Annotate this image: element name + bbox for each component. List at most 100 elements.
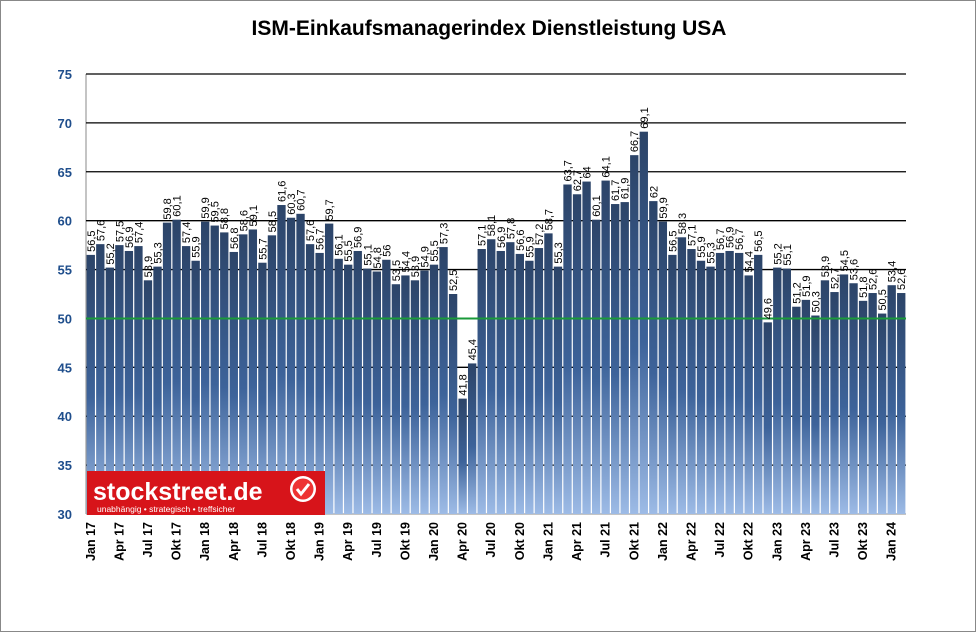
data-label: 56,1 bbox=[334, 234, 346, 255]
bar bbox=[601, 180, 610, 515]
bar bbox=[572, 194, 582, 514]
data-label: 55,1 bbox=[782, 244, 794, 265]
data-label: 58,6 bbox=[238, 210, 250, 231]
bar bbox=[220, 232, 229, 514]
data-label: 55,9 bbox=[191, 236, 203, 257]
data-label: 56,6 bbox=[515, 229, 527, 250]
data-label: 50,3 bbox=[810, 291, 822, 312]
bar bbox=[620, 202, 629, 515]
bar bbox=[134, 246, 143, 515]
bar bbox=[181, 246, 191, 515]
bar bbox=[143, 280, 153, 514]
data-label: 60,1 bbox=[591, 195, 603, 216]
logo-tagline: unabhängig • strategisch • treffsicher bbox=[97, 504, 235, 514]
data-label: 41,8 bbox=[458, 374, 470, 395]
bar bbox=[696, 260, 706, 514]
x-tick-label: Apr 19 bbox=[341, 522, 355, 561]
bar bbox=[124, 250, 134, 514]
data-label: 59,7 bbox=[324, 199, 336, 220]
bar bbox=[591, 219, 601, 514]
data-label: 56 bbox=[381, 245, 393, 257]
x-tick-label: Jul 23 bbox=[827, 522, 841, 557]
logo-text: stockstreet.de bbox=[93, 478, 263, 506]
data-label: 56,7 bbox=[715, 229, 727, 250]
bar bbox=[868, 293, 877, 514]
bar bbox=[296, 213, 305, 515]
bar bbox=[105, 267, 115, 514]
x-tick-label: Okt 19 bbox=[398, 522, 412, 560]
data-label: 52,6 bbox=[868, 269, 880, 290]
bar bbox=[410, 280, 420, 514]
bar bbox=[439, 247, 448, 515]
data-label: 64,1 bbox=[601, 156, 613, 177]
data-label: 54,5 bbox=[839, 250, 851, 271]
x-tick-label: Apr 22 bbox=[684, 522, 698, 561]
bar bbox=[401, 275, 410, 514]
bar bbox=[897, 293, 906, 514]
bar bbox=[849, 283, 858, 514]
x-tick-label: Jan 18 bbox=[198, 522, 212, 561]
bar bbox=[239, 234, 248, 514]
bar bbox=[467, 363, 477, 514]
data-label: 52,7 bbox=[829, 268, 841, 289]
bar bbox=[258, 262, 267, 514]
data-label: 69,1 bbox=[639, 107, 651, 128]
bar bbox=[782, 268, 791, 514]
data-label: 56,5 bbox=[753, 230, 765, 251]
bar bbox=[382, 259, 391, 514]
data-label: 59,9 bbox=[658, 197, 670, 218]
data-label: 60,1 bbox=[172, 195, 184, 216]
data-label: 55,9 bbox=[524, 236, 536, 257]
bar bbox=[668, 254, 677, 514]
x-tick-label: Okt 22 bbox=[742, 522, 756, 560]
data-label: 56,7 bbox=[315, 229, 327, 250]
data-label: 55,5 bbox=[429, 240, 441, 261]
data-label: 53,9 bbox=[410, 256, 422, 277]
data-label: 57,5 bbox=[114, 221, 126, 242]
x-tick-label: Jan 20 bbox=[427, 522, 441, 561]
data-label: 56,5 bbox=[86, 230, 98, 251]
x-tick-label: Jul 21 bbox=[599, 522, 613, 557]
bar bbox=[305, 244, 315, 514]
data-label: 58,3 bbox=[677, 213, 689, 234]
data-label: 66,7 bbox=[629, 131, 641, 152]
data-label: 57,6 bbox=[305, 220, 317, 241]
data-label: 55,7 bbox=[257, 238, 269, 259]
bar bbox=[887, 285, 896, 514]
bar bbox=[162, 222, 172, 514]
bar bbox=[286, 217, 296, 514]
bar bbox=[839, 274, 849, 514]
y-tick-label: 55 bbox=[58, 263, 72, 278]
y-tick-label: 60 bbox=[58, 214, 72, 229]
bar bbox=[858, 300, 868, 514]
data-label: 57,3 bbox=[439, 223, 451, 244]
x-tick-label: Jan 24 bbox=[885, 522, 899, 561]
bar bbox=[525, 260, 534, 514]
data-label: 58,1 bbox=[486, 215, 498, 236]
x-tick-label: Okt 23 bbox=[856, 522, 870, 560]
y-tick-label: 65 bbox=[58, 165, 72, 180]
data-label: 56,9 bbox=[353, 227, 365, 248]
bar bbox=[515, 253, 525, 514]
data-label: 55,2 bbox=[772, 243, 784, 264]
bar bbox=[553, 266, 563, 514]
bar bbox=[267, 235, 277, 515]
data-label: 58,7 bbox=[543, 209, 555, 230]
data-label: 51,8 bbox=[858, 276, 870, 297]
y-tick-label: 75 bbox=[58, 67, 72, 82]
x-tick-label: Jul 18 bbox=[255, 522, 269, 557]
data-label: 64 bbox=[582, 166, 594, 178]
bar bbox=[86, 254, 95, 514]
data-label: 62 bbox=[648, 186, 660, 198]
data-label: 59,1 bbox=[248, 205, 260, 226]
data-label: 59,8 bbox=[162, 198, 174, 219]
bar bbox=[706, 266, 715, 514]
data-label: 58,8 bbox=[219, 208, 231, 229]
bar bbox=[677, 237, 687, 515]
x-tick-label: Jan 19 bbox=[313, 522, 327, 561]
y-tick-label: 45 bbox=[58, 360, 72, 375]
data-label: 55,5 bbox=[343, 240, 355, 261]
bar bbox=[96, 244, 105, 514]
